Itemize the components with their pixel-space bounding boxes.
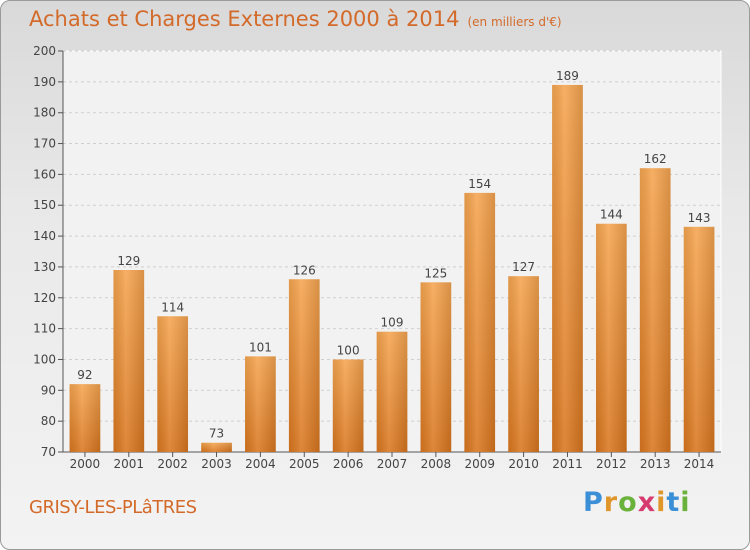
x-tick-label: 2010 <box>508 457 539 471</box>
bar-shade <box>464 192 496 452</box>
y-tick-label: 70 <box>41 445 56 459</box>
logo-letter: i <box>656 487 667 518</box>
logo-letter: P <box>583 487 604 518</box>
x-tick-label: 2006 <box>333 457 364 471</box>
y-tick-label: 80 <box>41 414 56 428</box>
y-tick-label: 160 <box>33 167 56 181</box>
data-label: 143 <box>688 211 711 225</box>
y-tick-label: 150 <box>33 198 56 212</box>
y-tick-label: 90 <box>41 383 56 397</box>
y-tick-label: 100 <box>33 352 56 366</box>
data-label: 109 <box>381 316 404 330</box>
x-tick-label: 2007 <box>377 457 408 471</box>
x-tick-label: 2005 <box>289 457 320 471</box>
bar-shade <box>69 384 101 452</box>
y-tick-label: 140 <box>33 229 56 243</box>
x-tick-label: 2011 <box>552 457 583 471</box>
x-tick-label: 2013 <box>640 457 671 471</box>
data-label: 114 <box>161 300 184 314</box>
bar-shade <box>683 226 715 452</box>
y-tick-label: 130 <box>33 260 56 274</box>
logo-letter: o <box>618 487 638 518</box>
y-tick-label: 190 <box>33 75 56 89</box>
x-tick-label: 2004 <box>245 457 276 471</box>
data-label: 154 <box>468 177 491 191</box>
bar-shade <box>201 442 232 452</box>
y-tick-label: 200 <box>33 44 56 58</box>
x-tick-label: 2003 <box>201 457 232 471</box>
x-tick-label: 2002 <box>157 457 188 471</box>
y-tick-label: 180 <box>33 106 56 120</box>
x-tick-label: 2000 <box>70 457 101 471</box>
logo-letter: t <box>666 487 681 518</box>
logo-letter: i <box>680 487 691 518</box>
data-label: 144 <box>600 208 623 222</box>
commune-name: GRISY-LES-PLâTRES <box>29 497 197 518</box>
y-tick-label: 120 <box>33 291 56 305</box>
proxiti-logo: Proxiti <box>583 487 691 518</box>
x-tick-label: 2001 <box>114 457 145 471</box>
data-label: 189 <box>556 69 579 83</box>
bar-shade <box>113 270 145 452</box>
bar-shade <box>508 276 539 452</box>
chart-subtitle: (en milliers d'€) <box>467 15 562 29</box>
x-tick-label: 2012 <box>596 457 627 471</box>
x-tick-label: 2008 <box>421 457 452 471</box>
chart-title: Achats et Charges Externes 2000 à 2014 (e… <box>29 7 562 31</box>
data-label: 129 <box>117 254 140 268</box>
data-label: 73 <box>209 427 224 441</box>
bar-shade <box>639 168 671 452</box>
x-tick-label: 2009 <box>464 457 495 471</box>
bar-shade <box>376 331 408 452</box>
y-tick-label: 110 <box>33 322 56 336</box>
data-label: 127 <box>512 260 535 274</box>
bar-shade <box>332 359 364 452</box>
y-tick-label: 170 <box>33 137 56 151</box>
bar-shade <box>288 279 320 452</box>
logo-letter: x <box>637 487 657 518</box>
data-label: 101 <box>249 340 272 354</box>
data-label: 92 <box>77 368 92 382</box>
logo-letter: r <box>603 487 619 518</box>
data-label: 125 <box>424 266 447 280</box>
bar-shade <box>595 223 627 452</box>
bar-shade <box>420 282 452 452</box>
data-label: 126 <box>293 263 316 277</box>
x-tick-label: 2014 <box>684 457 715 471</box>
data-label: 162 <box>644 152 667 166</box>
data-label: 100 <box>337 343 360 357</box>
bar-shade <box>245 356 276 452</box>
bar-shade <box>157 316 189 452</box>
bar-shade <box>552 84 583 452</box>
